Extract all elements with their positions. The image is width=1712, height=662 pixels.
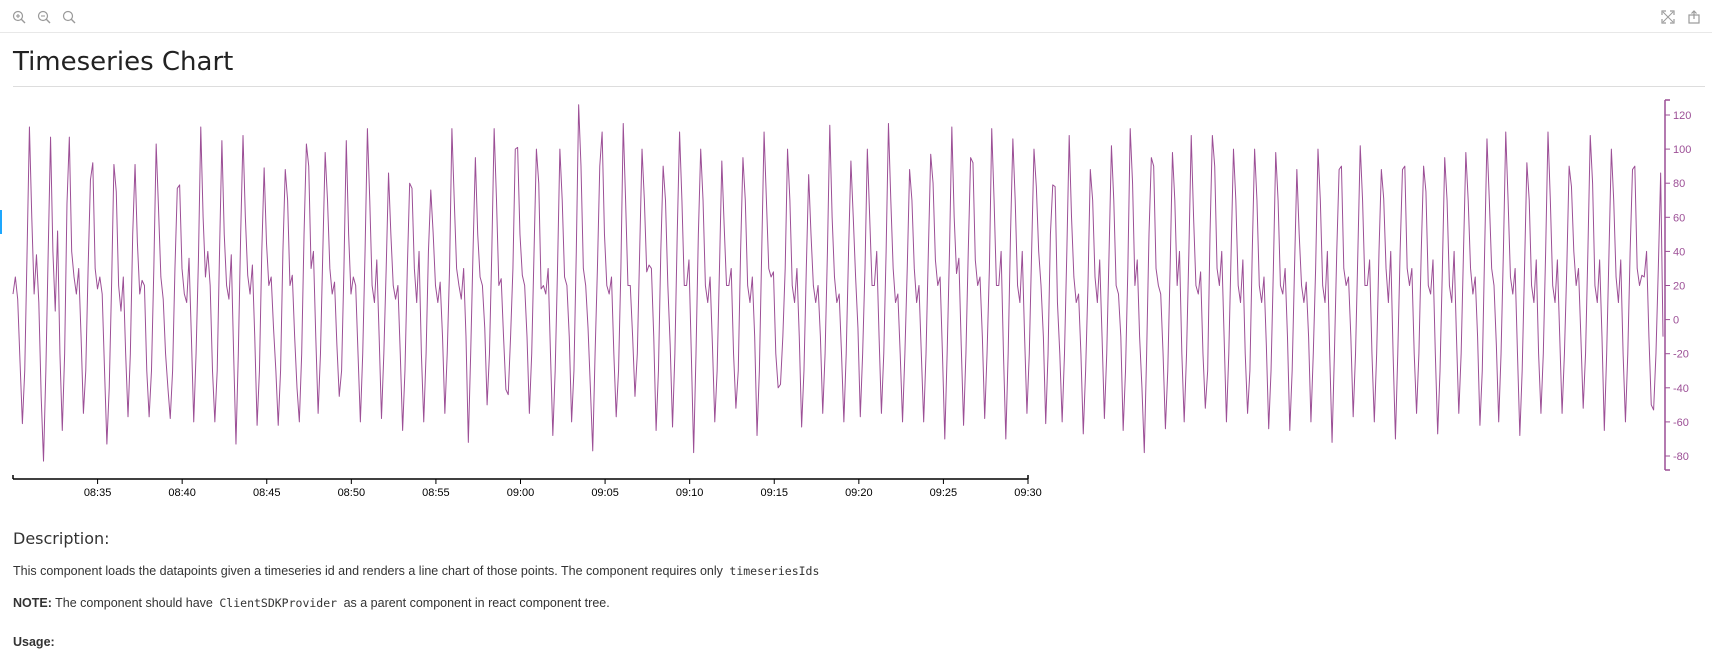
y-tick-label: -60 xyxy=(1673,417,1689,429)
x-tick-label: 08:50 xyxy=(338,487,366,499)
note-label: NOTE: xyxy=(13,596,52,610)
y-tick-label: 100 xyxy=(1673,144,1691,156)
y-tick-label: -40 xyxy=(1673,383,1689,395)
series-line xyxy=(12,104,1664,462)
description-text: This component loads the datapoints give… xyxy=(13,564,723,578)
x-tick-label: 09:25 xyxy=(930,487,958,499)
title-divider xyxy=(13,86,1705,87)
x-tick-label: 08:45 xyxy=(253,487,281,499)
zoom-in-icon[interactable] xyxy=(11,9,27,25)
share-icon[interactable] xyxy=(1686,9,1702,25)
reset-zoom-icon[interactable] xyxy=(61,9,77,25)
x-tick-label: 09:00 xyxy=(507,487,535,499)
y-tick-label: -80 xyxy=(1673,451,1689,463)
timeseries-ids-code: timeseriesIds xyxy=(729,564,820,578)
y-tick-label: 120 xyxy=(1673,110,1691,122)
y-tick-label: 60 xyxy=(1673,212,1685,224)
y-tick-label: 40 xyxy=(1673,246,1685,258)
x-tick-label: 09:20 xyxy=(845,487,873,499)
fullscreen-icon[interactable] xyxy=(1660,9,1676,25)
x-tick-label: 08:40 xyxy=(168,487,196,499)
note-paragraph: NOTE: The component should have ClientSD… xyxy=(13,596,610,610)
y-tick-label: -20 xyxy=(1673,349,1689,361)
y-tick-label: 20 xyxy=(1673,281,1685,293)
x-tick-label: 08:35 xyxy=(84,487,112,499)
x-tick-label: 09:30 xyxy=(1014,487,1042,499)
x-tick-label: 09:10 xyxy=(676,487,704,499)
description-paragraph: This component loads the datapoints give… xyxy=(13,564,822,578)
description-heading: Description: xyxy=(13,529,110,548)
note-text-after: as a parent component in react component… xyxy=(343,596,610,610)
usage-label: Usage: xyxy=(13,635,55,649)
page-title: Timeseries Chart xyxy=(13,47,234,77)
x-tick-label: 08:55 xyxy=(422,487,450,499)
x-tick-label: 09:15 xyxy=(760,487,788,499)
x-tick-label: 09:05 xyxy=(591,487,619,499)
zoom-out-icon[interactable] xyxy=(36,9,52,25)
client-sdk-provider-code: ClientSDKProvider xyxy=(219,596,338,610)
selection-marker xyxy=(0,210,2,234)
y-tick-label: 80 xyxy=(1673,178,1685,190)
y-tick-label: 0 xyxy=(1673,315,1679,327)
note-text-before: The component should have xyxy=(51,596,213,610)
storybook-toolbar xyxy=(0,0,1712,33)
timeseries-chart[interactable]: 08:35 08:40 08:45 08:50 08:55 09:00 09:05 09:10… xyxy=(0,90,1712,500)
